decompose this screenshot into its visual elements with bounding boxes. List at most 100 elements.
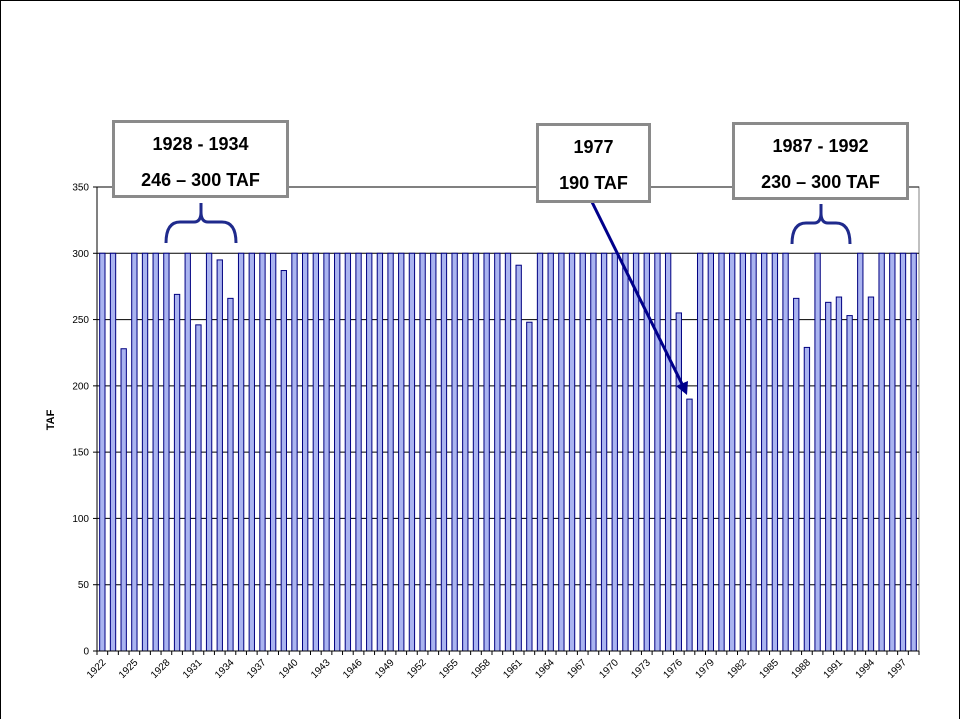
bar-1932	[205, 252, 213, 652]
bar-1971	[622, 252, 629, 652]
bar-1984	[761, 252, 768, 652]
bar-1958	[483, 252, 490, 652]
bar-1969	[600, 252, 608, 652]
x-tick-label: 1961	[501, 657, 525, 681]
x-tick-label: 1979	[693, 657, 717, 681]
x-tick-label: 1952	[405, 657, 429, 681]
bar-1957	[472, 252, 480, 652]
bar-1922	[99, 252, 106, 652]
bar-1949	[387, 252, 394, 652]
bar-1972	[632, 252, 640, 652]
bar-1934	[227, 297, 234, 652]
y-tick-label: 350	[72, 183, 89, 194]
bar-1941	[302, 252, 309, 652]
bar-1992	[846, 315, 853, 652]
bar-1965	[558, 252, 565, 652]
bar-1926	[141, 252, 149, 652]
x-tick-label: 1922	[85, 657, 109, 681]
x-tick-label: 1925	[117, 657, 141, 681]
x-tick-label: 1973	[629, 657, 653, 681]
bar-1998	[910, 252, 917, 652]
bar-1990	[825, 301, 832, 652]
bar-1950	[398, 252, 405, 652]
bar-1997	[899, 252, 907, 652]
bar-1945	[344, 252, 352, 652]
bar-1974	[654, 252, 661, 652]
bar-1943	[323, 252, 330, 652]
x-tick-label: 1967	[565, 657, 589, 681]
callout-1928-years: 1928 - 1934	[152, 134, 249, 154]
bar-1925	[131, 252, 138, 652]
x-tick-label: 1946	[341, 657, 365, 681]
x-tick-label: 1970	[597, 657, 621, 681]
bar-1977	[686, 398, 693, 652]
bar-1978	[696, 252, 704, 652]
callout-1977: 1977 190 TAF	[536, 123, 651, 203]
bar-series	[99, 252, 917, 652]
bar-1923	[109, 252, 117, 652]
x-tick-label: 1988	[790, 657, 814, 681]
bar-1980	[718, 252, 725, 652]
bar-1981	[729, 252, 736, 652]
callout-1987-range: 230 – 300 TAF	[761, 172, 880, 192]
y-axis-label: TAF	[45, 409, 57, 430]
y-tick-label: 50	[78, 580, 90, 591]
callout-1928-range: 246 – 300 TAF	[141, 170, 260, 190]
x-tick-label: 1928	[149, 657, 173, 681]
bar-1970	[611, 252, 618, 652]
bar-1986	[782, 252, 789, 652]
bar-1936	[248, 252, 255, 652]
y-tick-label: 0	[83, 647, 89, 658]
bar-1942	[312, 252, 320, 652]
x-tick-label: 1994	[854, 657, 878, 681]
bar-1937	[259, 252, 266, 652]
bar-1975	[664, 252, 672, 652]
callout-1987-years: 1987 - 1992	[772, 136, 869, 156]
bar-1987	[793, 297, 800, 652]
bar-1960	[504, 252, 512, 652]
range-braces	[164, 203, 852, 245]
callout-1977-year: 1977	[573, 137, 614, 157]
bar-1967	[579, 252, 586, 652]
bar-1947	[366, 252, 373, 652]
y-axis-ticks: 0 50 100 150 200 250 300 350	[72, 183, 919, 658]
bar-1931	[195, 324, 202, 652]
bar-1933	[216, 259, 223, 652]
bar-1935	[237, 252, 245, 652]
bar-1964	[547, 252, 554, 652]
y-tick-label: 100	[72, 514, 89, 525]
x-tick-label: 1934	[213, 657, 237, 681]
x-tick-label: 1958	[469, 657, 493, 681]
bar-1929	[173, 293, 181, 652]
x-tick-label: 1937	[245, 657, 269, 681]
x-tick-label: 1991	[822, 657, 846, 681]
bar-1968	[590, 252, 597, 652]
x-axis-ticks: 1922 1925 1928 1931 1934 1937 1940 1943 1946 1949…	[85, 651, 920, 681]
bar-1954	[440, 252, 448, 652]
bar-1995	[878, 252, 885, 652]
arrow-1977	[588, 197, 688, 395]
brace-1987-1992	[790, 204, 852, 245]
bar-1924	[120, 348, 127, 652]
bar-1963	[536, 252, 544, 652]
bar-1944	[334, 252, 341, 652]
bar-1988	[803, 346, 811, 652]
x-tick-label: 1982	[725, 657, 749, 681]
bar-1955	[451, 252, 458, 652]
x-tick-label: 1964	[533, 657, 557, 681]
y-tick-label: 200	[72, 381, 89, 392]
bar-1928	[163, 252, 170, 652]
bar-1991	[835, 296, 843, 652]
bar-1979	[707, 252, 715, 652]
bar-1930	[184, 252, 191, 652]
bar-1946	[355, 252, 362, 652]
bar-1996	[889, 252, 896, 652]
bar-1966	[568, 252, 576, 652]
bar-1959	[494, 252, 501, 652]
callout-1928-1934: 1928 - 1934 246 – 300 TAF	[112, 120, 289, 198]
bar-1953	[430, 252, 437, 652]
bar-1939	[280, 270, 287, 652]
callout-1987-1992: 1987 - 1992 230 – 300 TAF	[732, 122, 909, 200]
x-tick-label: 1931	[181, 657, 205, 681]
